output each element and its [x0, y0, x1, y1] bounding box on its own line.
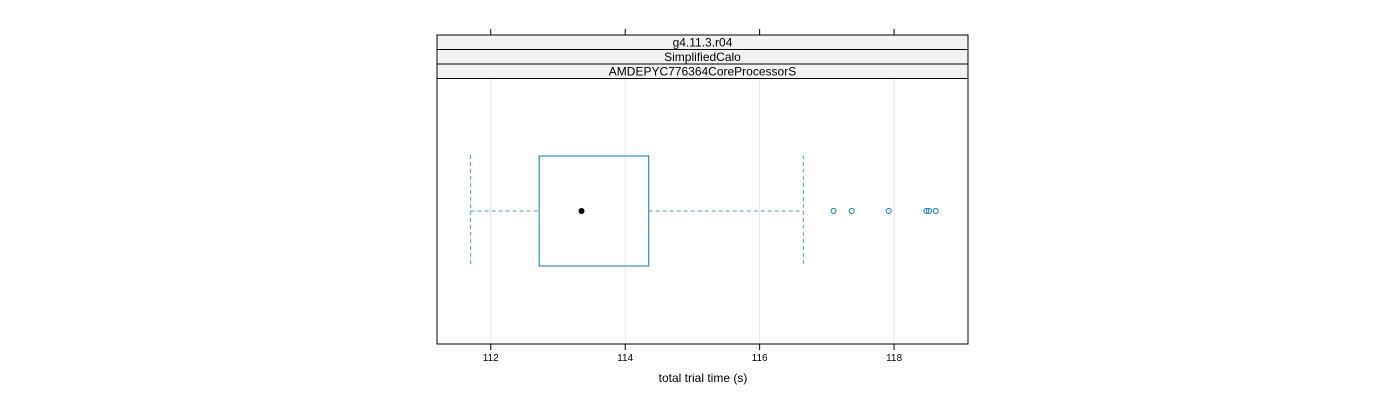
outlier-point	[885, 208, 892, 214]
gridlines	[490, 78, 895, 344]
top-axis-ticks	[490, 29, 895, 35]
x-tick-label: 118	[886, 353, 902, 364]
outlier-point	[923, 208, 930, 214]
strip-label: AMDEPYC776364CoreProcessorS	[609, 65, 796, 79]
bottom-axis-ticks	[490, 344, 895, 350]
box-and-whiskers	[470, 155, 804, 267]
bottom-axis-tick-labels: 112 114 116 118	[483, 353, 903, 364]
outlier-point	[932, 208, 939, 214]
outlier-point	[848, 208, 855, 214]
x-tick-label: 114	[617, 353, 633, 364]
x-tick-label: 112	[483, 353, 499, 364]
strip-label: SimplifiedCalo	[664, 50, 741, 64]
outlier-point	[926, 208, 933, 214]
median-dot	[578, 208, 585, 214]
outlier-points	[830, 208, 939, 214]
strip-headers: g4.11.3.r04SimplifiedCaloAMDEPYC776364Co…	[436, 34, 969, 79]
outlier-point	[830, 208, 837, 214]
x-tick-label: 116	[752, 353, 768, 364]
iqr-box	[538, 155, 650, 267]
plot-frame	[436, 78, 969, 345]
strip-label: g4.11.3.r04	[673, 36, 733, 50]
plot-area	[436, 78, 969, 345]
x-axis-title: total trial time (s)	[659, 371, 748, 385]
